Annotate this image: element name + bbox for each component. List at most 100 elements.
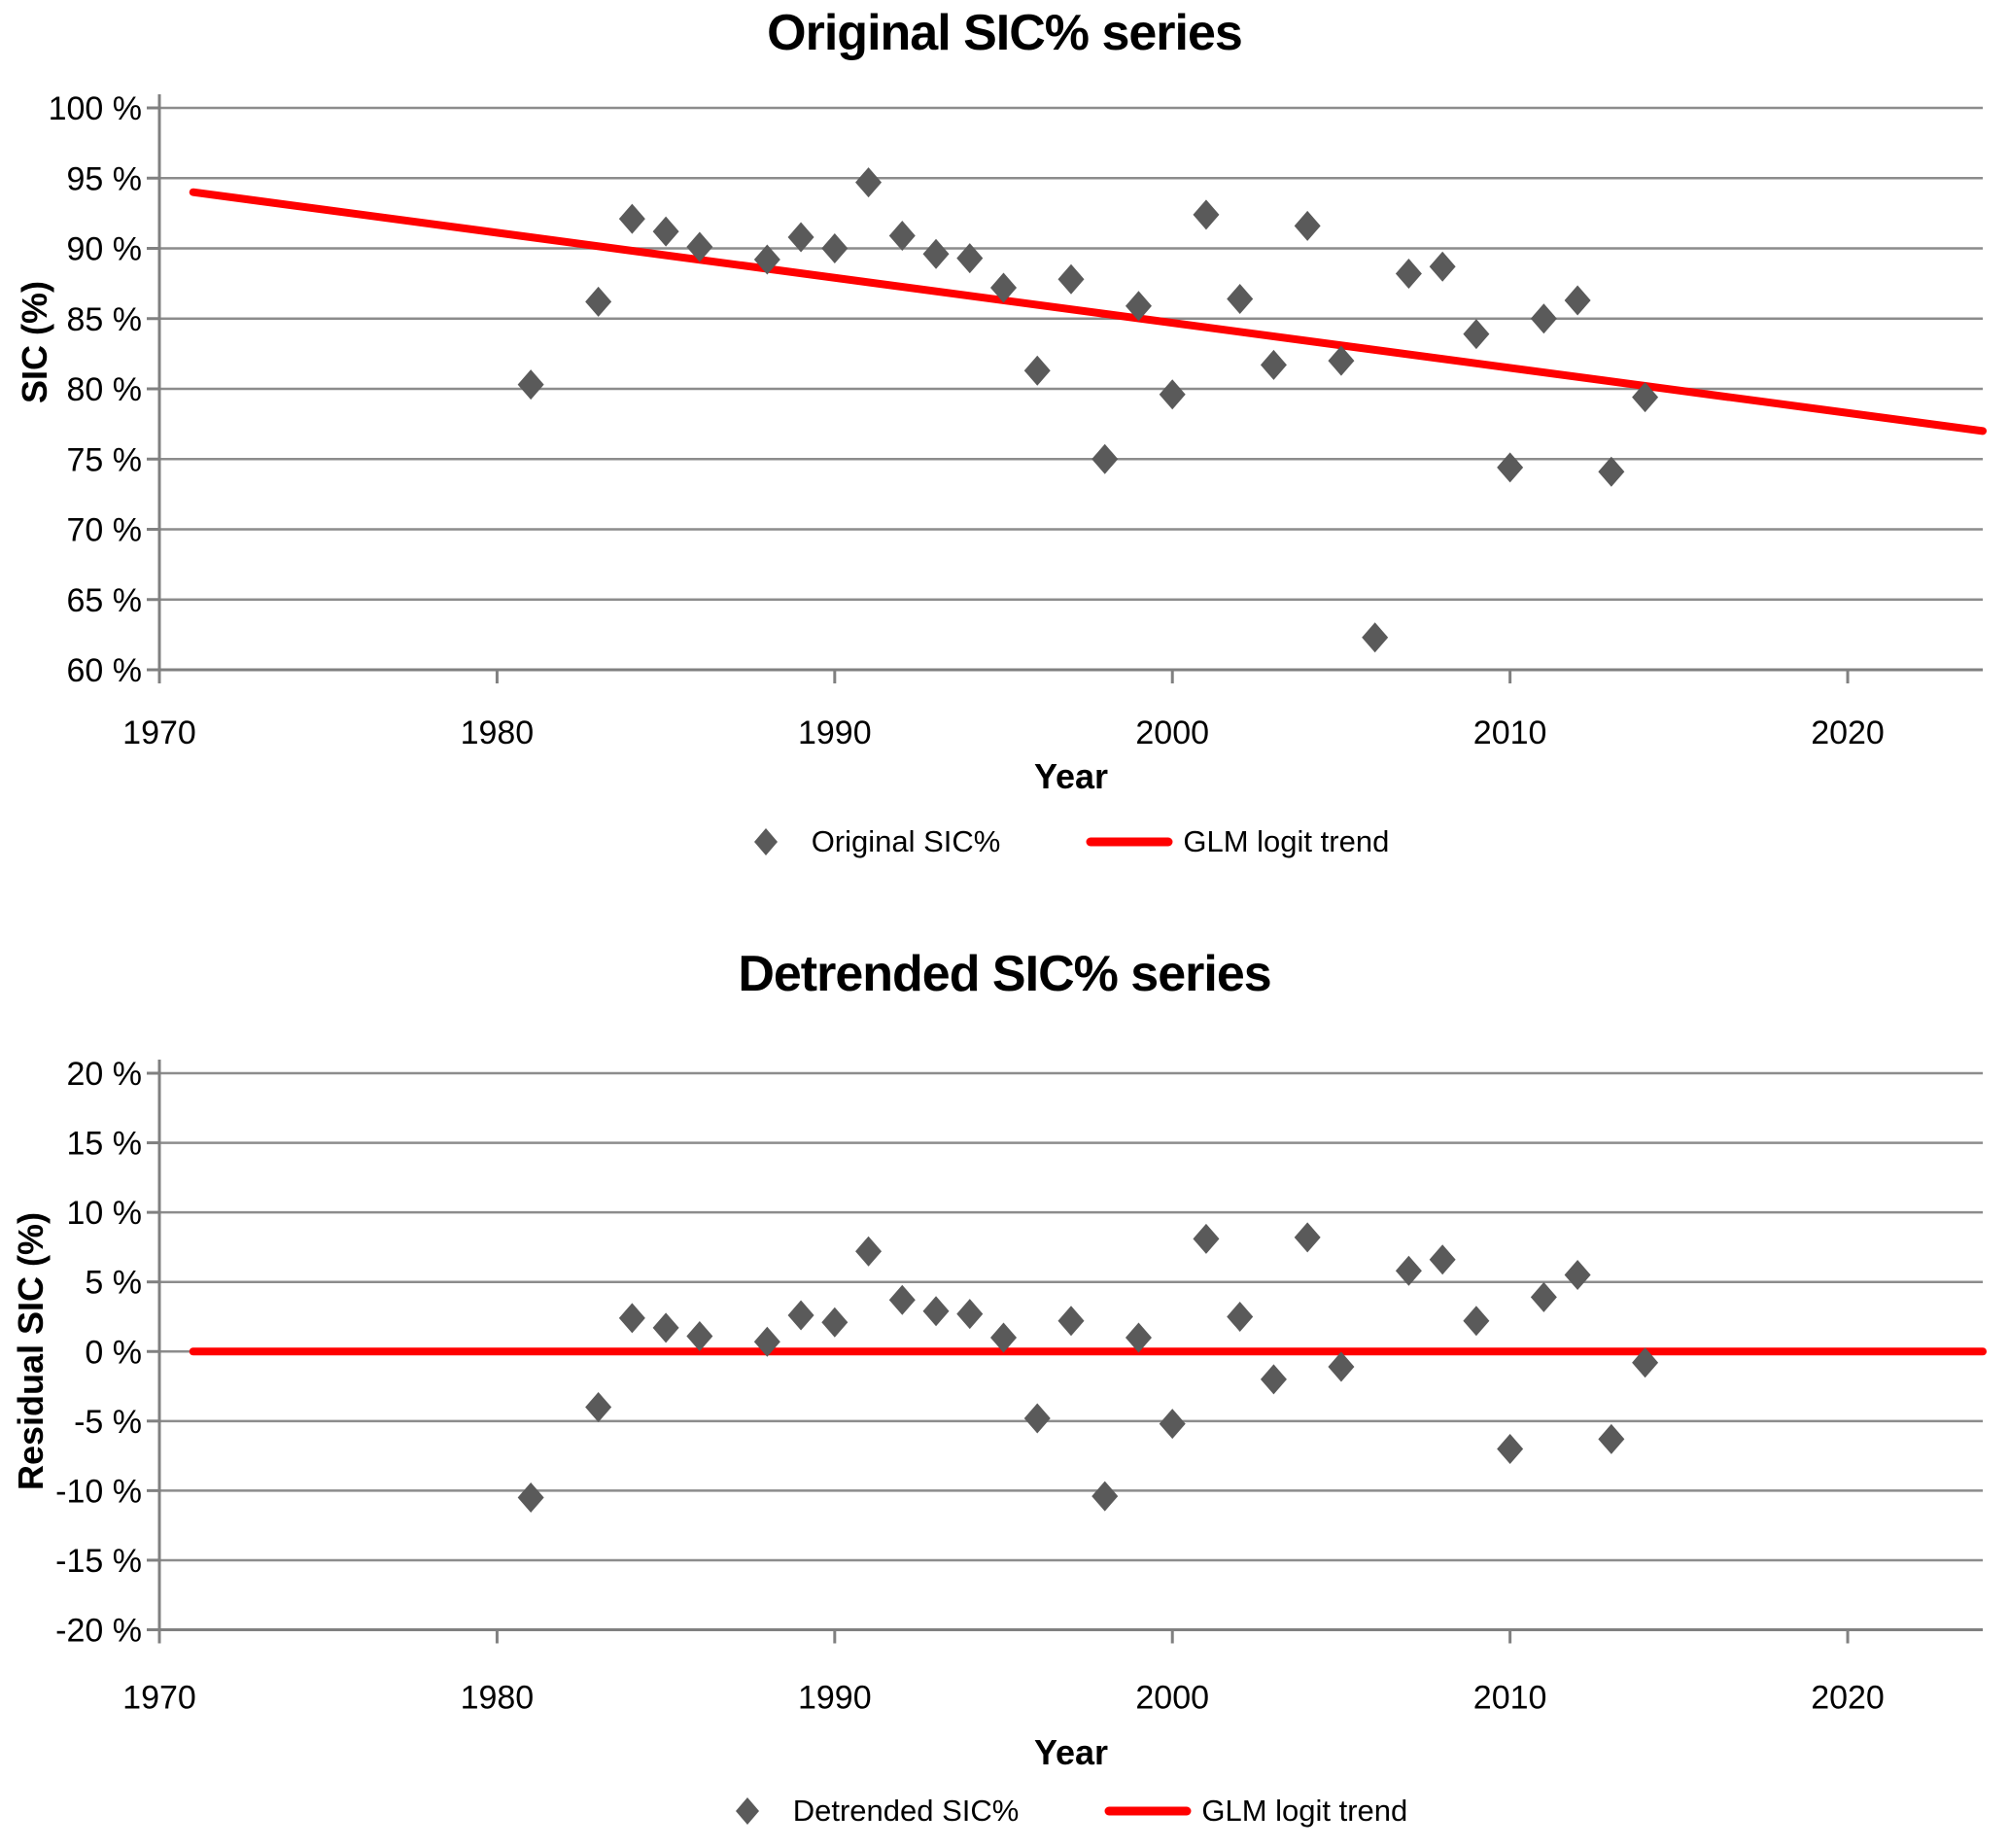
data-point-diamond — [1159, 1409, 1186, 1440]
data-point-diamond — [1023, 355, 1051, 386]
data-point-diamond — [1328, 345, 1355, 376]
data-point-diamond — [1598, 456, 1625, 487]
y-tick-label: 10 % — [67, 1195, 143, 1232]
y-axis-label-sic: SIC (%) — [15, 281, 54, 403]
data-point-diamond — [787, 222, 814, 253]
data-point-diamond — [1564, 285, 1591, 316]
trend-line — [189, 188, 1987, 436]
data-point-diamond — [1125, 291, 1152, 322]
diamond-marker-icon — [753, 827, 779, 856]
data-point-diamond — [753, 244, 780, 275]
data-point-diamond — [517, 1482, 544, 1514]
data-point-diamond — [1057, 263, 1085, 295]
data-point-diamond — [1463, 319, 1490, 350]
data-point-diamond — [1091, 1481, 1119, 1512]
data-point-diamond — [956, 1299, 984, 1330]
legend-label-detrended-sic: Detrended SIC% — [792, 1794, 1020, 1828]
data-point-diamond — [1057, 1306, 1085, 1337]
data-point-diamond — [990, 272, 1018, 303]
data-point-diamond — [618, 1303, 645, 1334]
chart-title-detrended: Detrended SIC% series — [738, 946, 1271, 1002]
data-point-diamond — [1429, 1244, 1456, 1275]
data-point-diamond — [855, 167, 883, 198]
data-point-diamond — [517, 369, 544, 401]
data-point-diamond — [1294, 1222, 1321, 1253]
x-tick-label: 2010 — [1473, 715, 1547, 751]
data-point-diamond — [686, 1321, 713, 1352]
x-tick-label: 2000 — [1135, 1680, 1209, 1717]
data-point-diamond — [956, 243, 984, 274]
y-tick-label: 90 % — [67, 231, 143, 268]
data-point-diamond — [1260, 1364, 1287, 1395]
data-point-diamond — [821, 1307, 849, 1338]
data-point-diamond — [1227, 284, 1254, 315]
y-tick-label: -5 % — [74, 1404, 142, 1441]
data-point-diamond — [1193, 199, 1220, 230]
y-tick-label: 100 % — [49, 90, 142, 127]
diamond-marker-icon — [735, 1796, 760, 1826]
x-tick-label: 1980 — [461, 715, 535, 751]
y-tick-label: 20 % — [67, 1056, 143, 1093]
data-point-diamond — [1159, 379, 1186, 410]
y-tick-label: 95 % — [67, 160, 143, 197]
x-tick-label: 2020 — [1811, 1680, 1885, 1717]
x-axis-label-year-bottom: Year — [1033, 1732, 1109, 1772]
y-tick-label: 80 % — [67, 371, 143, 408]
data-point-diamond — [1497, 452, 1524, 483]
data-point-diamond — [618, 203, 645, 234]
data-point-diamond — [1530, 303, 1557, 334]
x-tick-label: 1970 — [122, 1680, 196, 1717]
data-point-diamond — [922, 1296, 950, 1327]
y-tick-label: -10 % — [55, 1473, 142, 1510]
data-point-diamond — [1328, 1351, 1355, 1382]
x-tick-label: 2000 — [1135, 715, 1209, 751]
x-tick-label: 1980 — [461, 1680, 535, 1717]
data-point-diamond — [1632, 382, 1659, 413]
data-point-diamond — [1395, 259, 1422, 290]
data-point-diamond — [652, 1312, 679, 1343]
data-point-diamond — [585, 1392, 612, 1422]
data-point-diamond — [922, 238, 950, 269]
data-point-diamond — [821, 233, 849, 263]
legend-label-glm-trend-bottom: GLM logit trend — [1201, 1794, 1408, 1828]
data-point-diamond — [1497, 1433, 1524, 1464]
chart-1: 20 % 15 % 10 % 5 % 0 % -5 % -10 % -15 % -20 % 197… — [55, 1056, 1987, 1717]
legend-original: Original SIC% GLM logit trend — [159, 824, 1983, 859]
legend-label-glm-trend-top: GLM logit trend — [1183, 824, 1390, 858]
data-point-diamond — [990, 1322, 1018, 1353]
trend-line-icon — [1086, 836, 1173, 848]
data-point-diamond — [1091, 443, 1119, 474]
data-point-diamond — [1463, 1306, 1490, 1337]
data-point-diamond — [888, 220, 916, 251]
chart-title-original: Original SIC% series — [767, 5, 1243, 61]
data-point-diamond — [855, 1236, 883, 1267]
x-tick-label: 1990 — [798, 1680, 872, 1717]
x-tick-label: 2020 — [1811, 715, 1885, 751]
data-point-diamond — [787, 1300, 814, 1331]
legend-detrended: Detrended SIC% GLM logit trend — [159, 1794, 1983, 1829]
y-tick-label: 65 % — [67, 582, 143, 619]
data-point-diamond — [1632, 1347, 1659, 1378]
data-point-diamond — [1294, 210, 1321, 241]
data-point-diamond — [1564, 1260, 1591, 1291]
trend-line-icon — [1104, 1805, 1192, 1817]
y-tick-label: 15 % — [67, 1126, 143, 1163]
x-tick-label: 1990 — [798, 715, 872, 751]
data-point-diamond — [1125, 1322, 1152, 1353]
data-point-diamond — [1193, 1223, 1220, 1254]
chart-0: 100 % 95 % 90 % 85 % 80 % 75 % 70 % 65 % 60 % 197… — [49, 90, 1987, 751]
y-axis-label-residual-sic: Residual SIC (%) — [11, 1211, 51, 1491]
x-axis-label-year-top: Year — [1033, 756, 1109, 796]
y-tick-label: 0 % — [85, 1334, 142, 1371]
data-point-diamond — [1362, 622, 1389, 653]
y-tick-label: 70 % — [67, 512, 143, 549]
legend-label-original-sic: Original SIC% — [811, 824, 1001, 858]
data-point-diamond — [888, 1284, 916, 1315]
y-tick-label: -20 % — [55, 1613, 142, 1650]
y-tick-label: 5 % — [85, 1265, 142, 1302]
data-point-diamond — [1227, 1301, 1254, 1332]
y-tick-label: -15 % — [55, 1543, 142, 1580]
x-tick-label: 1970 — [122, 715, 196, 751]
x-tick-label: 2010 — [1473, 1680, 1547, 1717]
